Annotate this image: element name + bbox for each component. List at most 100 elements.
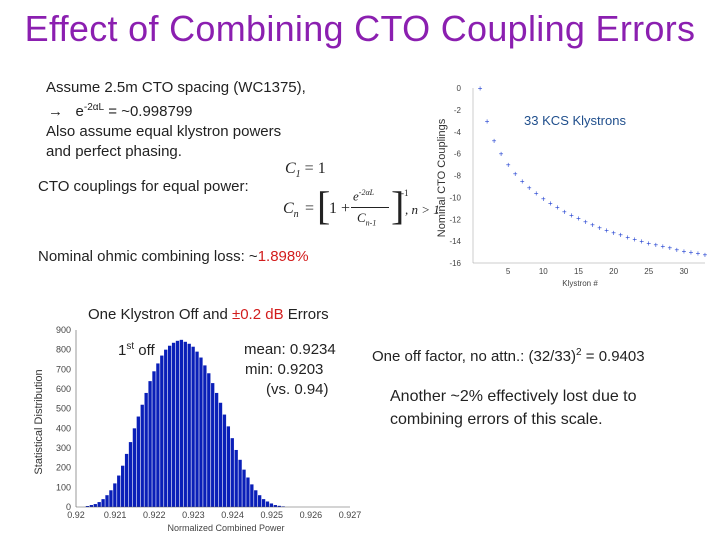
klystron-off-suffix: Errors bbox=[283, 306, 329, 323]
ohmic-loss-line: Nominal ohmic combining loss: ~1.898% bbox=[38, 247, 309, 267]
scatter-point: + bbox=[534, 189, 539, 198]
histogram-bar bbox=[89, 505, 94, 507]
combined-power-histogram: 0 100 200 300 400 500 600 700 800 900 0.92 0.921 0.9… bbox=[33, 325, 362, 533]
scatter-point: + bbox=[639, 237, 644, 246]
scatter-point: + bbox=[492, 137, 497, 146]
histogram-bar bbox=[222, 414, 227, 507]
scatter-point: + bbox=[548, 199, 553, 208]
histogram-bar bbox=[261, 499, 266, 507]
scatter-ytick-label: -12 bbox=[449, 215, 461, 224]
scatter-point: + bbox=[590, 221, 595, 230]
histogram-bar bbox=[93, 504, 97, 507]
eq1-lhs: C bbox=[285, 160, 296, 177]
eq2-eq: = bbox=[305, 200, 315, 217]
eq2-den: C bbox=[357, 210, 366, 225]
histogram-bar bbox=[152, 371, 156, 507]
histogram-ylabel: Statistical Distribution bbox=[33, 369, 45, 474]
histogram-bar bbox=[97, 502, 101, 507]
scatter-xtick-label: 20 bbox=[609, 267, 618, 276]
histogram-bar bbox=[144, 392, 148, 507]
histogram-ytick-label: 900 bbox=[56, 325, 71, 335]
histogram-bar bbox=[218, 402, 223, 507]
histogram-ytick-label: 600 bbox=[56, 384, 71, 394]
one-off-factor: One off factor, no attn.: (32/33)2 = 0.9… bbox=[372, 343, 645, 367]
effectively-lost-note: Another ~2% effectively lost due to comb… bbox=[390, 385, 637, 431]
histogram-xtick-label: 0.926 bbox=[300, 510, 323, 520]
histogram-bar bbox=[179, 339, 184, 507]
scatter-point: + bbox=[562, 208, 567, 217]
histogram-xtick-label: 0.92 bbox=[67, 510, 85, 520]
scatter-point: + bbox=[625, 233, 630, 242]
scatter-ytick-label: -2 bbox=[454, 106, 462, 115]
first-off-label: 1st off bbox=[118, 337, 155, 361]
histogram-bar bbox=[191, 346, 195, 507]
scatter-point: + bbox=[660, 242, 665, 251]
histogram-bar bbox=[214, 392, 219, 507]
eq2-den-wrap: Cn-1 bbox=[357, 210, 376, 228]
scatter-xtick-label: 15 bbox=[574, 267, 583, 276]
histogram-bar bbox=[128, 442, 133, 507]
scatter-point: + bbox=[569, 211, 574, 220]
histogram-bar bbox=[183, 341, 187, 507]
histogram-stats: mean: 0.9234 min: 0.9203 (vs. 0.94) bbox=[244, 340, 336, 400]
scatter-point: + bbox=[646, 239, 651, 248]
scatter-ylabel: Nominal CTO Couplings bbox=[436, 118, 448, 237]
scatter-xtick-label: 10 bbox=[539, 267, 548, 276]
histogram-xtick-label: 0.922 bbox=[143, 510, 166, 520]
histogram-bar bbox=[132, 428, 137, 507]
histogram-xlabel: Normalized Combined Power bbox=[167, 523, 284, 533]
first-off-num: 1 bbox=[118, 342, 127, 359]
histogram-ytick-label: 100 bbox=[56, 482, 71, 492]
exp-base: e bbox=[75, 103, 84, 120]
histogram-ytick-label: 500 bbox=[56, 404, 71, 414]
histogram-bar bbox=[124, 453, 129, 507]
klystron-off-prefix: One Klystron Off and bbox=[88, 306, 232, 323]
histogram-bar bbox=[117, 475, 121, 507]
histogram-bar bbox=[234, 449, 238, 507]
klystron-off-heading: One Klystron Off and ±0.2 dB Errors bbox=[88, 305, 329, 325]
lost-line-2: combining errors of this scale. bbox=[390, 411, 603, 428]
scatter-point: + bbox=[506, 161, 511, 170]
histogram-bar bbox=[207, 373, 211, 507]
scatter-legend-count: 33 bbox=[524, 113, 538, 128]
intro-line-4: and perfect phasing. bbox=[46, 143, 182, 160]
scatter-point: + bbox=[576, 214, 581, 223]
coupling-scatter-chart: 0-2-4-6-8-10-12-14-165 10 15 20 25 30 +++++++… bbox=[436, 84, 708, 288]
eq2-left-bracket: [ bbox=[317, 183, 331, 228]
histogram-bar bbox=[171, 342, 176, 507]
histogram-bar bbox=[203, 365, 207, 507]
scatter-point: + bbox=[696, 249, 701, 258]
scatter-ytick-label: -4 bbox=[454, 128, 462, 137]
eq2-right-bracket: ] bbox=[391, 183, 405, 228]
scatter-point: + bbox=[604, 226, 609, 235]
scatter-xtick-label: 25 bbox=[644, 267, 653, 276]
histogram-ytick-label: 0 bbox=[66, 502, 71, 512]
eq2-num-wrap: e-2αL bbox=[353, 188, 374, 204]
factor-rest: = 0.9403 bbox=[581, 348, 645, 365]
histogram-bar bbox=[254, 490, 258, 507]
scatter-point: + bbox=[618, 231, 623, 240]
scatter-ytick-label: -14 bbox=[449, 237, 461, 246]
histogram-xtick-label: 0.927 bbox=[339, 510, 362, 520]
scatter-legend: 33 KCS Klystrons bbox=[524, 113, 626, 128]
klystron-off-value: ±0.2 dB bbox=[231, 306, 284, 323]
scatter-point: + bbox=[703, 250, 708, 259]
histogram-bar bbox=[211, 383, 215, 507]
scatter-point: + bbox=[675, 245, 680, 254]
scatter-point: + bbox=[541, 194, 546, 203]
eq1-sub: 1 bbox=[295, 169, 301, 181]
exp-sup: -2αL bbox=[83, 102, 105, 113]
histogram-bar bbox=[148, 381, 152, 507]
slide-title: Effect of Combining CTO Coupling Errors bbox=[24, 8, 696, 49]
scatter-points: ++++++++++ + + + + + + + + + + + + + + + + + + + + + + + bbox=[478, 84, 708, 259]
scatter-point: + bbox=[555, 203, 560, 212]
histogram-bar bbox=[258, 495, 262, 507]
scatter-ytick-label: -10 bbox=[449, 193, 461, 202]
factor-sup: 2 bbox=[576, 347, 582, 358]
stat-mean: mean: 0.9234 bbox=[244, 341, 336, 358]
histogram-bar bbox=[195, 351, 199, 507]
histogram-ytick-label: 200 bbox=[56, 463, 71, 473]
histogram-bar bbox=[136, 416, 140, 507]
histogram-bar bbox=[113, 483, 117, 507]
histogram-bar bbox=[160, 355, 164, 507]
